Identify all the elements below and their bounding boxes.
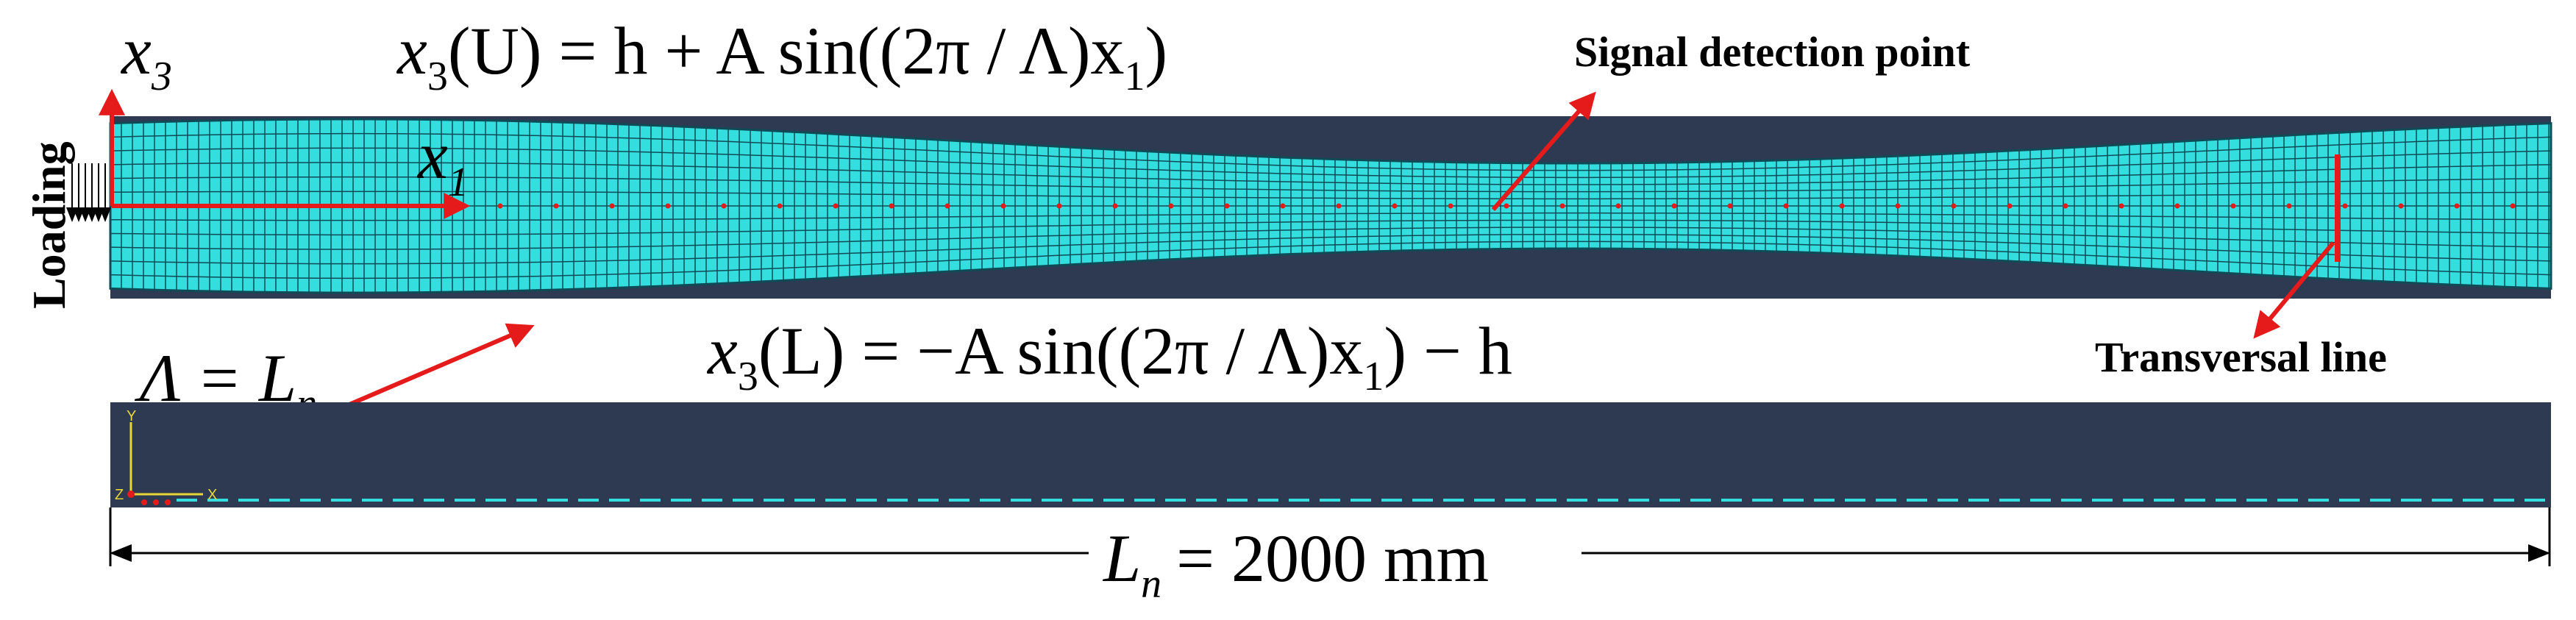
triad-x-label: X: [207, 487, 217, 503]
detection-points: [497, 203, 2516, 209]
detection-point: [1951, 203, 1957, 209]
lower-surface-equation: x3(L) = −A sin((2π / Λ)x1) − h: [706, 313, 1512, 399]
detection-point: [1000, 203, 1006, 209]
transversal-line-label: Transversal line: [2095, 333, 2387, 381]
detection-point: [1727, 203, 1733, 209]
triad-z-label: Z: [115, 487, 124, 503]
detection-point: [1168, 203, 1174, 209]
detection-point: [2286, 203, 2292, 209]
mesh-outline: [109, 118, 2552, 294]
signal-detection-label: Signal detection point: [1574, 28, 1971, 76]
triad-y-label: Y: [127, 408, 136, 424]
mesh-line: [110, 212, 2551, 221]
lower-panel: [110, 402, 2551, 507]
mesh-line: [110, 240, 2551, 279]
detection-point: [1224, 203, 1230, 209]
detection-point: [1615, 203, 1621, 209]
mesh-line: [110, 147, 2551, 179]
mesh-line: [110, 190, 2551, 200]
detection-point: [1336, 203, 1342, 209]
detection-point: [497, 203, 503, 209]
x3-axis-label: x3: [120, 13, 172, 99]
detection-point: [777, 203, 783, 209]
detection-point: [2398, 203, 2404, 209]
detection-point: [1448, 203, 1454, 209]
upper-surface-equation: x3(U) = h + A sin((2π / Λ)x1): [396, 13, 1167, 99]
detection-point: [2454, 203, 2460, 209]
mesh-line: [110, 233, 2551, 265]
detection-point: [721, 203, 727, 209]
detection-point: [2118, 203, 2124, 209]
detection-point: [833, 203, 839, 209]
detection-point: [2174, 203, 2180, 209]
detection-point: [553, 203, 559, 209]
detection-point: [2342, 203, 2348, 209]
signal-detection-arrow: [1491, 91, 1596, 211]
detection-point: [1112, 203, 1118, 209]
detection-point: [1559, 203, 1565, 209]
mesh-line: [110, 219, 2551, 236]
detection-point: [1392, 203, 1398, 209]
detection-point: [665, 203, 671, 209]
detection-point: [1783, 203, 1789, 209]
mesh-line: [110, 176, 2551, 193]
detection-point: [1056, 203, 1062, 209]
mesh-line: [110, 162, 2551, 185]
detection-point: [2230, 203, 2236, 209]
detection-point: [2510, 203, 2516, 209]
mesh-line: [110, 227, 2551, 250]
loading-label: Loading: [23, 141, 75, 309]
detection-point: [2063, 203, 2068, 209]
detection-point: [1504, 203, 1509, 209]
detection-point: [1671, 203, 1677, 209]
detection-point: [2007, 203, 2013, 209]
detection-point: [889, 203, 894, 209]
sinusoidal-mesh: [110, 119, 2551, 293]
detection-point: [1895, 203, 1901, 209]
coordinate-triad-icon: Y X Z: [115, 408, 217, 505]
loading-arrows-icon: [66, 163, 111, 222]
detection-point: [1839, 203, 1845, 209]
detection-point: [609, 203, 615, 209]
detection-point: [1280, 203, 1286, 209]
x1-axis-label: x1: [416, 118, 469, 205]
transversal-line-arrow: [2253, 241, 2335, 339]
mesh-line: [110, 132, 2551, 171]
length-label: Ln = 2000 mm: [1102, 521, 1489, 607]
detection-point: [944, 203, 950, 209]
